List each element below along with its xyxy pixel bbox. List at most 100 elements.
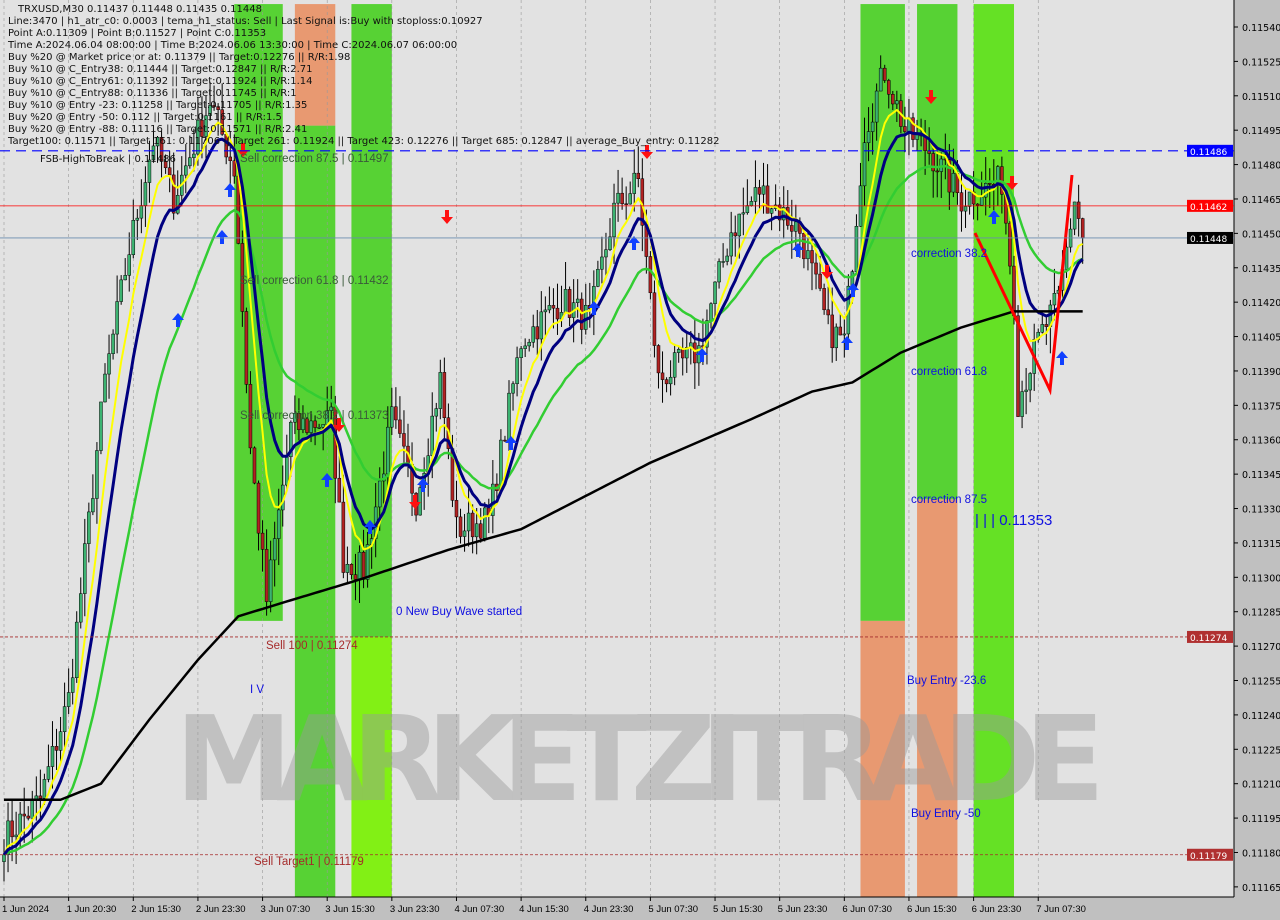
- info-line: Target100: 0.11571 || Target 161: 0.1170…: [8, 136, 720, 147]
- x-tick-label: 3 Jun 07:30: [261, 904, 311, 915]
- candle-body: [293, 412, 297, 423]
- candle-body: [1016, 315, 1020, 417]
- buy-arrow-icon: [172, 313, 184, 327]
- candle-body: [660, 372, 665, 380]
- candle-body: [947, 159, 952, 193]
- x-tick-label: 6 Jun 23:30: [972, 904, 1022, 915]
- candle-body: [256, 482, 261, 534]
- candle-body: [515, 357, 519, 385]
- candle-body: [769, 208, 774, 214]
- info-line: Point A:0.11309 | Point B:0.11527 | Poin…: [8, 28, 267, 39]
- candle-body: [935, 170, 939, 173]
- candle-body: [822, 288, 826, 311]
- x-tick-label: 4 Jun 15:30: [519, 904, 569, 915]
- candle-body: [838, 326, 843, 336]
- candle-body: [854, 226, 859, 272]
- sell-arrow-icon: [641, 145, 653, 159]
- y-tick-label: 0.11495: [1242, 126, 1280, 137]
- candle-body: [212, 105, 216, 107]
- info-line: Buy %20 @ Market price or at: 0.11379 ||…: [8, 52, 351, 63]
- candle-body: [1020, 391, 1024, 417]
- candle-body: [454, 500, 459, 518]
- x-tick-label: 2 Jun 15:30: [131, 904, 181, 915]
- y-tick-label: 0.11255: [1242, 677, 1280, 688]
- y-tick-label: 0.11180: [1242, 848, 1280, 859]
- y-tick-label: 0.11270: [1242, 642, 1280, 653]
- y-tick-label: 0.11315: [1242, 539, 1280, 550]
- buy-arrow-icon: [988, 210, 1000, 224]
- candle-body: [289, 421, 293, 458]
- candle-body: [42, 779, 47, 799]
- candle-body: [394, 406, 398, 421]
- y-tick-label: 0.11225: [1242, 745, 1280, 756]
- candle-body: [30, 800, 35, 819]
- sell-arrow-icon: [821, 265, 833, 279]
- candle-body: [870, 121, 875, 132]
- candle-body: [721, 261, 725, 263]
- signal-zone: [860, 4, 905, 621]
- candle-body: [151, 145, 156, 161]
- buy-arrow-icon: [505, 436, 517, 450]
- candle-body: [826, 309, 830, 316]
- candle-body: [612, 202, 616, 238]
- candle-body: [131, 220, 136, 255]
- candle-body: [272, 538, 277, 561]
- candle-body: [244, 311, 249, 385]
- candle-body: [931, 153, 935, 172]
- candle-body: [66, 692, 71, 707]
- candle-body: [882, 67, 887, 81]
- buy-arrow-icon: [696, 348, 708, 362]
- candle-body: [531, 326, 535, 343]
- candle-body: [519, 348, 523, 358]
- y-tick-label: 0.11375: [1242, 401, 1280, 412]
- candle-body: [717, 261, 721, 283]
- candle-body: [438, 372, 443, 409]
- candle-body: [741, 212, 746, 215]
- sell-correction-875-label: Sell correction 87.5 | 0.11497: [240, 153, 389, 165]
- candle-body: [729, 232, 733, 257]
- candle-body: [58, 731, 63, 751]
- candle-body: [737, 213, 742, 237]
- x-tick-label: 1 Jun 2024: [2, 904, 49, 915]
- candle-body: [115, 301, 119, 335]
- candle-body: [878, 67, 883, 92]
- candle-body: [313, 420, 317, 428]
- candle-body: [1080, 218, 1085, 239]
- candle-body: [874, 90, 879, 123]
- y-tick-label: 0.11390: [1242, 367, 1280, 378]
- buy-arrow-icon: [1056, 351, 1068, 365]
- candle-body: [959, 192, 964, 212]
- y-tick-label: 0.11210: [1242, 780, 1280, 791]
- sell-correction-382-label: Sell correction 38.2 | 0.11373: [240, 410, 389, 422]
- x-tick-label: 4 Jun 07:30: [454, 904, 504, 915]
- candle-body: [895, 100, 899, 105]
- level-price-tag: [1187, 231, 1233, 244]
- candle-body: [248, 384, 253, 449]
- candle-body: [398, 419, 402, 434]
- candle-body: [216, 106, 220, 110]
- signal-zone: [294, 4, 336, 126]
- candle-body: [620, 192, 624, 205]
- candle-body: [285, 456, 289, 486]
- signal-zone: [973, 4, 1014, 897]
- candle-body: [365, 544, 370, 580]
- candle-body: [305, 418, 309, 433]
- candle-body: [38, 795, 43, 799]
- candle-body: [668, 376, 673, 385]
- candle-body: [208, 105, 212, 116]
- candle-body: [79, 593, 83, 623]
- candle-body: [511, 383, 515, 394]
- candle-body: [309, 420, 313, 433]
- info-line: Buy %20 @ Entry -50: 0.112 || Target:0.1…: [8, 112, 282, 123]
- candle-body: [725, 255, 729, 262]
- candle-body: [891, 94, 895, 105]
- candle-body: [624, 203, 628, 206]
- candle-body: [390, 406, 394, 428]
- candle-body: [171, 174, 176, 214]
- x-tick-label: 1 Jun 20:30: [67, 904, 117, 915]
- buy-arrow-icon: [417, 478, 429, 492]
- candle-body: [733, 232, 737, 237]
- candle-body: [353, 574, 358, 580]
- candle-body: [163, 161, 168, 169]
